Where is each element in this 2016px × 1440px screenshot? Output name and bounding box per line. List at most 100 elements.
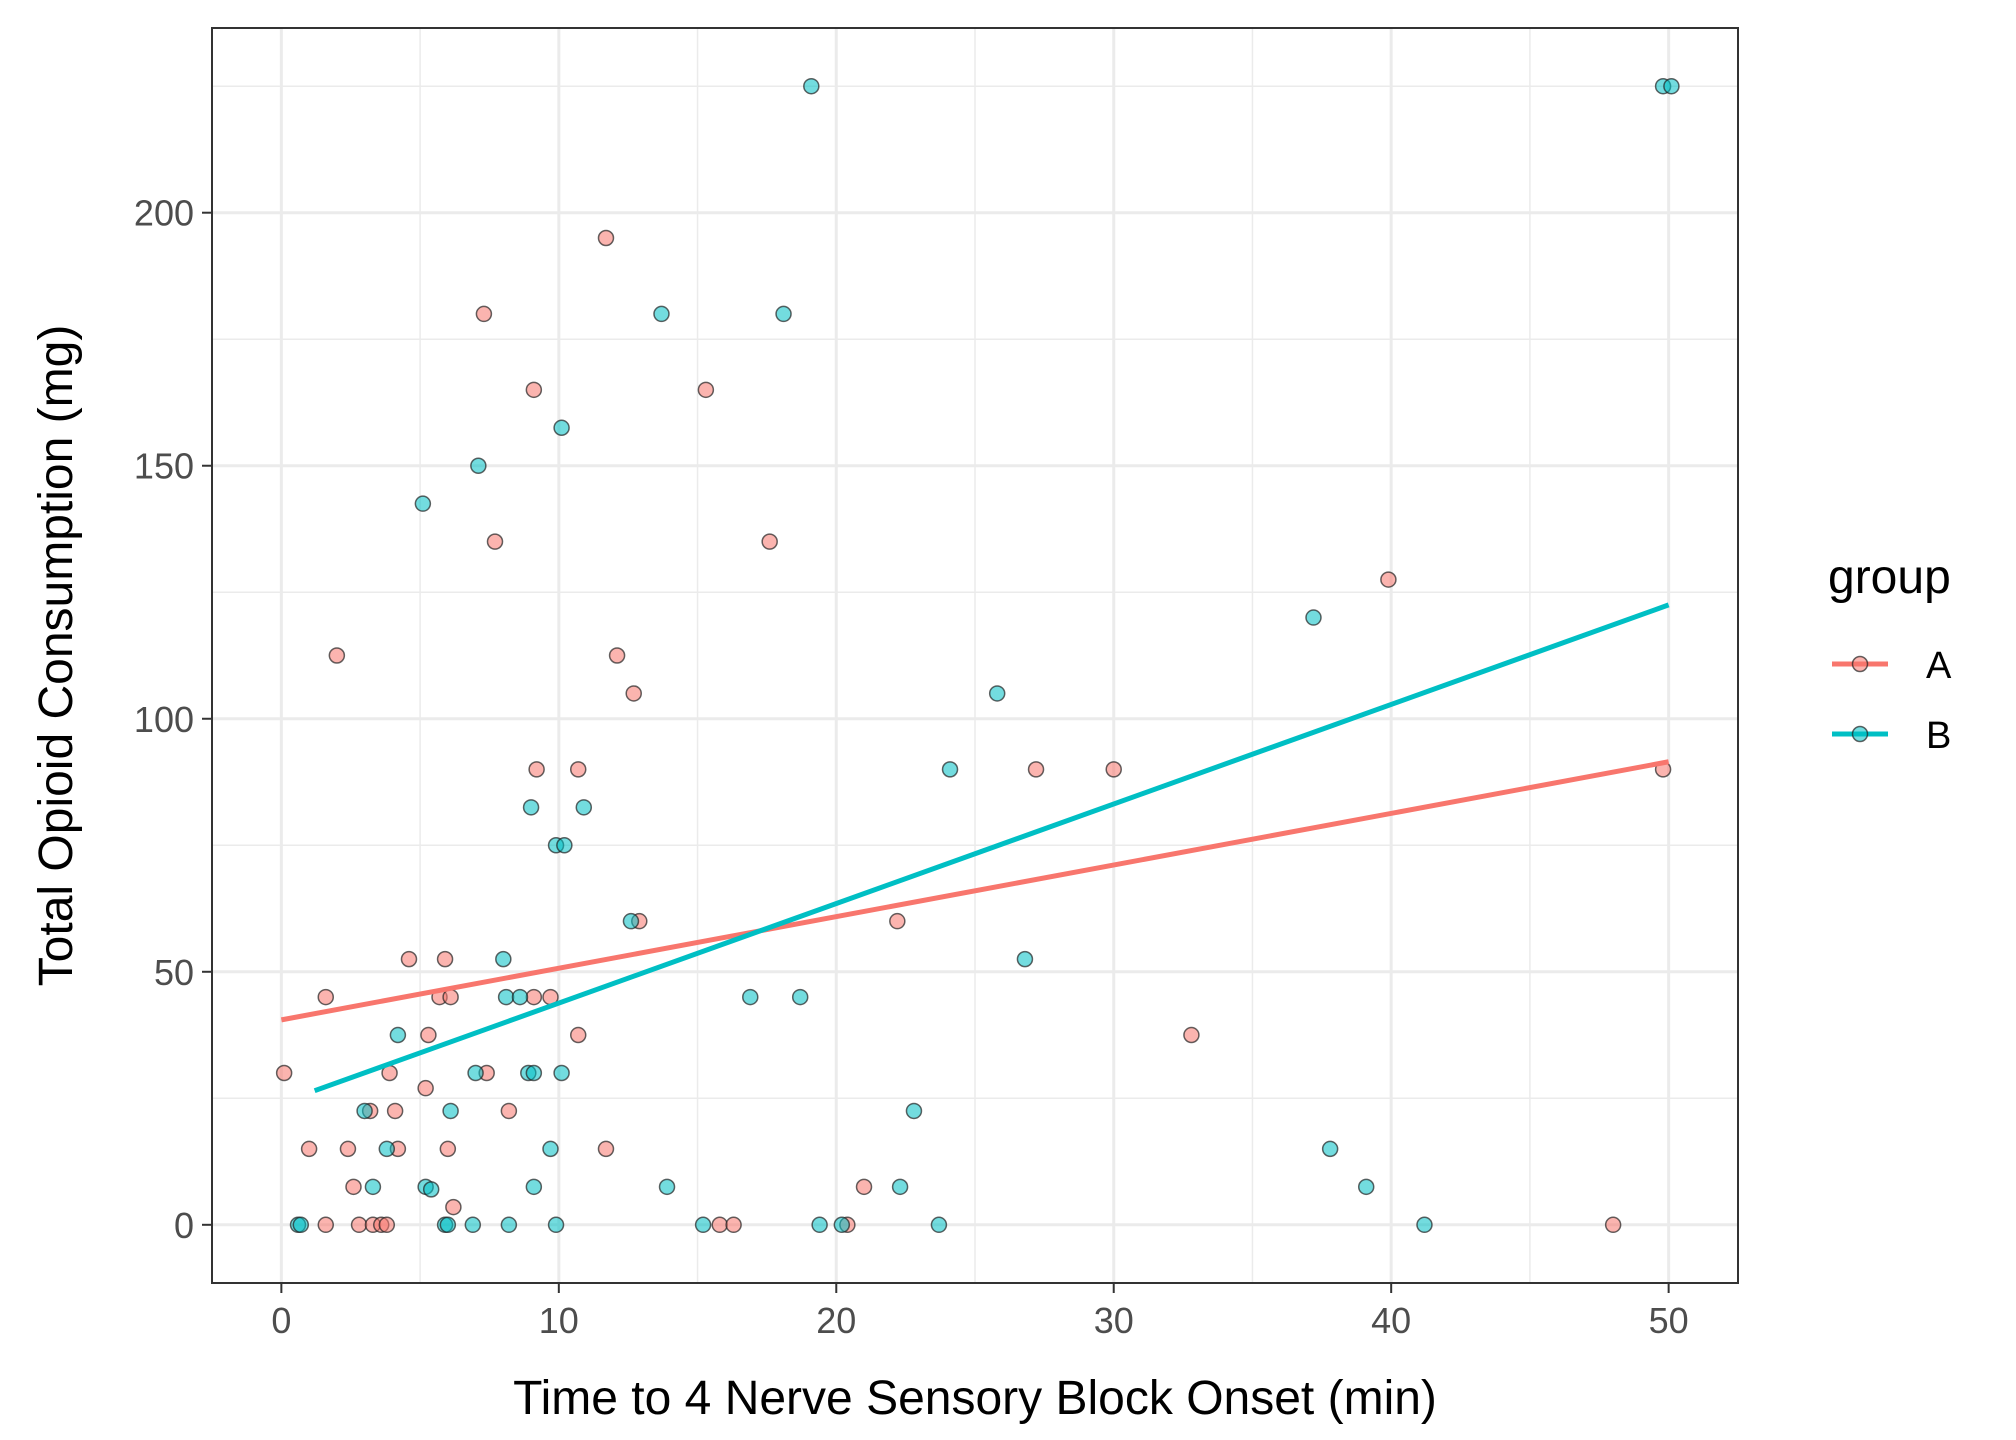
data-point-a [400,950,418,968]
data-point-b [542,1140,559,1158]
data-point-a [486,533,504,550]
data-point-b [522,799,540,816]
data-point-b [930,1216,948,1234]
data-point-a [1027,761,1045,778]
data-point-b [556,837,573,854]
data-point-a [525,381,543,399]
data-point-b [470,457,487,474]
legend-label: B [1926,715,1951,757]
data-point-a [378,1216,396,1234]
regression-lines [280,602,1670,1094]
data-point-b [833,1216,851,1234]
y-tick-label: 150 [134,446,194,487]
data-point-a [420,1026,437,1044]
x-axis-ticks: 0 10 20 30 40 50 [271,1283,1689,1341]
legend-label: A [1926,645,1952,687]
data-point-b [1305,609,1322,626]
data-point-a [345,1178,362,1196]
data-point-b [575,799,593,816]
data-point-b [464,1216,482,1234]
y-tick-label: 0 [174,1205,194,1246]
x-tick-label: 50 [1649,1300,1689,1341]
data-point-a [386,1102,404,1120]
data-point-b [389,1026,407,1044]
data-point-b [378,1140,396,1158]
data-point-b [742,988,759,1006]
fit-line-b [313,602,1670,1094]
data-point-b [500,1216,518,1234]
data-point-a [339,1140,357,1158]
data-point-b [775,305,792,323]
data-point-b [1416,1216,1433,1234]
data-point-a [855,1178,873,1196]
data-point-a [1183,1026,1200,1044]
data-point-b [1321,1140,1339,1158]
data-point-a [597,229,615,247]
fit-line-a [280,759,1670,1023]
data-point-a [725,1216,742,1234]
data-point-a [436,950,454,968]
data-point-b [553,419,570,437]
legend-point [1851,655,1869,673]
data-point-a [350,1216,368,1234]
data-point-a [1380,571,1397,588]
x-axis-title: Time to 4 Nerve Sensory Block Onset (min… [513,1372,1437,1425]
legend-key-a: A [1832,645,1952,687]
data-point-b [811,1216,828,1234]
data-point-b [1357,1178,1375,1196]
data-point-b [442,1102,459,1120]
data-points [275,77,1680,1234]
plot-panel-border [211,27,1739,1284]
data-point-a [625,685,642,702]
data-point-b [941,761,959,778]
data-point-a [608,647,626,664]
data-point-b [622,912,640,930]
data-point-a [889,912,906,930]
x-tick-label: 40 [1371,1300,1411,1341]
data-point-b [356,1102,373,1120]
y-tick-label: 100 [134,699,194,740]
data-point-b [439,1216,457,1234]
data-point-b [414,495,432,512]
data-point-a [445,1198,462,1216]
data-point-b [988,685,1006,702]
y-axis-ticks: 0 50 100 150 200 [134,193,212,1246]
data-point-b [292,1216,310,1234]
data-point-a [1604,1216,1622,1234]
y-axis-title: Total Opioid Consumption (mg) [30,325,83,987]
data-point-b [1016,950,1034,968]
legend: group AB [1828,551,1952,757]
legend-keys: AB [1832,645,1952,757]
data-point-a [569,761,587,778]
data-point-b [891,1178,909,1196]
data-point-b [547,1216,565,1234]
data-point-a [275,1064,293,1082]
data-point-b [364,1178,382,1196]
data-point-a [300,1140,318,1158]
data-point-b [422,1181,440,1198]
data-point-a [500,1102,518,1120]
data-point-a [528,761,545,778]
x-tick-label: 0 [271,1300,291,1341]
minor-gridlines [212,28,1738,1283]
data-point-a [417,1079,434,1097]
data-point-b [653,305,670,323]
data-point-a [317,988,335,1006]
data-point-b [495,950,512,968]
data-point-b [525,1064,543,1082]
data-point-b [1663,77,1680,95]
data-point-a [317,1216,335,1234]
data-point-a [1105,761,1122,778]
data-point-b [791,988,809,1006]
data-point-a [711,1216,728,1234]
data-point-a [761,533,778,550]
x-tick-label: 20 [816,1300,856,1341]
data-point-a [697,381,715,399]
data-point-a [475,305,493,323]
data-point-a [525,988,543,1006]
data-point-a [597,1140,615,1158]
data-point-b [467,1064,484,1082]
x-tick-label: 10 [539,1300,579,1341]
y-tick-label: 50 [154,952,194,993]
